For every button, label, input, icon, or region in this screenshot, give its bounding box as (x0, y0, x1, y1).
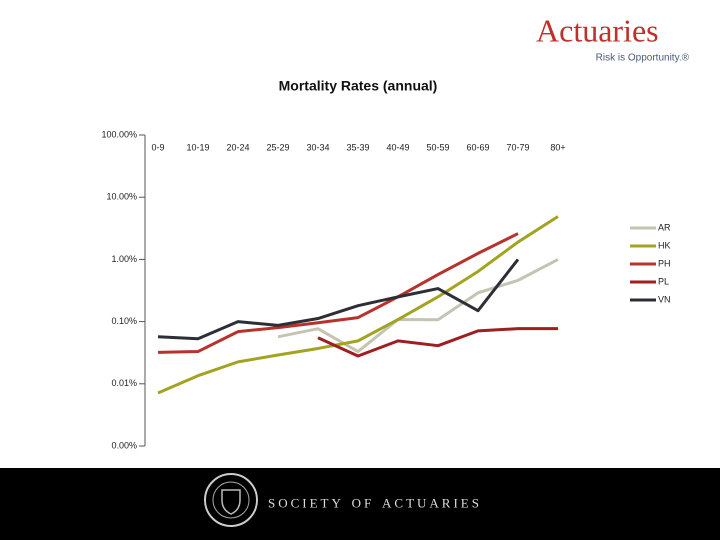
y-tick-label: 1.00% (111, 254, 137, 264)
seal-ring (204, 473, 258, 527)
legend-label: HK (658, 240, 671, 250)
series-line (157, 258, 520, 341)
footer-text: Society of Actuaries (268, 491, 482, 512)
plot: 100.00% 10.00% 1.00% 0.10% 0.01% 0.00% 0-9 10-1… (101, 129, 671, 450)
x-tick-label: 50-59 (426, 142, 449, 152)
series-line (317, 327, 558, 358)
x-tick-label: 20-24 (226, 142, 249, 152)
legend-label: PL (658, 276, 669, 286)
logo-name: Actuaries (536, 12, 659, 48)
seal (204, 473, 258, 527)
logo-tagline: Risk is Opportunity.® (596, 53, 690, 64)
series-line (157, 215, 559, 395)
x-tick-label: 30-34 (306, 142, 329, 152)
series-line (157, 232, 519, 354)
y-tick-label: 0.10% (111, 316, 137, 326)
y-tick-label: 10.00% (106, 192, 137, 202)
x-tick-label: 40-49 (386, 142, 409, 152)
x-tick-label: 0-9 (151, 142, 164, 152)
y-tick-label: 0.00% (111, 440, 137, 450)
seal-shield (221, 489, 241, 515)
x-tick-label: 25-29 (266, 142, 289, 152)
legend-label: VN (658, 294, 671, 304)
series-line (277, 258, 559, 354)
y-tick-label: 100.00% (101, 129, 137, 139)
x-tick-label: 70-79 (506, 142, 529, 152)
legend-label: PH (658, 258, 671, 268)
footer-bar (0, 468, 720, 540)
y-tick-label: 0.01% (111, 378, 137, 388)
x-tick-label: 60-69 (466, 142, 489, 152)
chart-title: Mortality Rates (annual) (279, 78, 438, 94)
legend-label: AR (658, 222, 671, 232)
x-tick-label: 80+ (550, 142, 565, 152)
x-tick-label: 10-19 (186, 142, 209, 152)
seal-inner (212, 481, 250, 519)
x-tick-label: 35-39 (346, 142, 369, 152)
